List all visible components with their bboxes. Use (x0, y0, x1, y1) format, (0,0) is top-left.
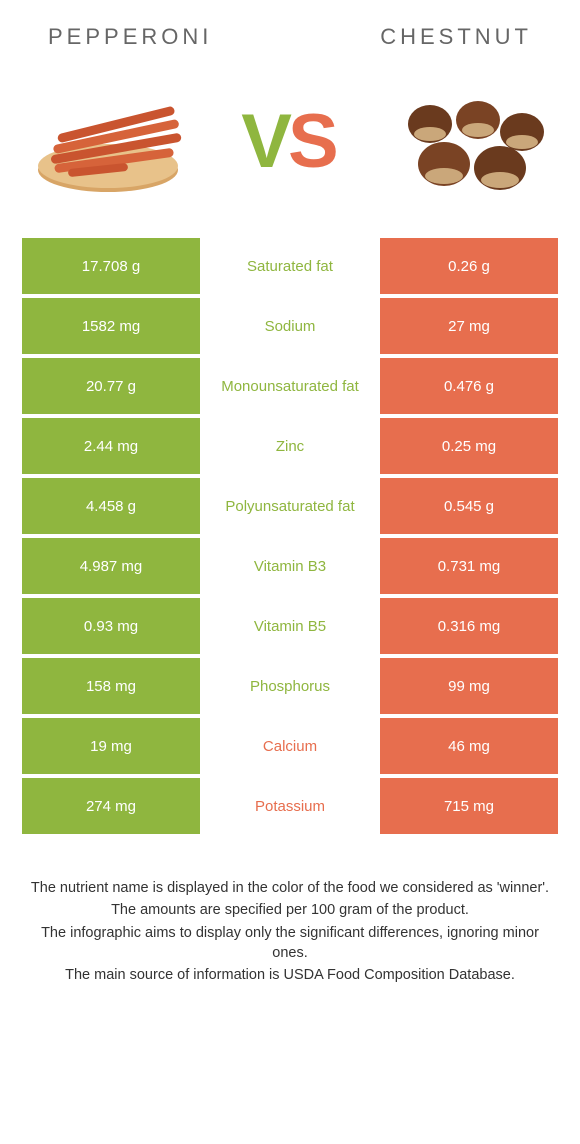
right-value: 0.731 mg (380, 538, 558, 594)
table-row: 20.77 gMonounsaturated fat0.476 g (22, 358, 558, 414)
table-row: 19 mgCalcium46 mg (22, 718, 558, 774)
table-row: 274 mgPotassium715 mg (22, 778, 558, 834)
left-value: 158 mg (22, 658, 200, 714)
vs-v-letter: V (241, 104, 292, 180)
left-value: 0.93 mg (22, 598, 200, 654)
nutrient-label: Polyunsaturated fat (204, 478, 376, 534)
vs-s-letter: S (288, 104, 339, 180)
left-value: 1582 mg (22, 298, 200, 354)
header: Pepperoni Chestnut (0, 0, 580, 62)
left-value: 17.708 g (22, 238, 200, 294)
vs-row: V S (0, 62, 580, 238)
table-row: 4.987 mgVitamin B30.731 mg (22, 538, 558, 594)
left-value: 19 mg (22, 718, 200, 774)
footer-line: The nutrient name is displayed in the co… (30, 878, 550, 898)
nutrient-label: Monounsaturated fat (204, 358, 376, 414)
footer-line: The infographic aims to display only the… (30, 923, 550, 964)
nutrient-label: Vitamin B5 (204, 598, 376, 654)
table-row: 0.93 mgVitamin B50.316 mg (22, 598, 558, 654)
right-value: 0.25 mg (380, 418, 558, 474)
right-food-title: Chestnut (380, 24, 532, 50)
right-value: 27 mg (380, 298, 558, 354)
footer-line: The amounts are specified per 100 gram o… (30, 900, 550, 920)
nutrient-label: Zinc (204, 418, 376, 474)
nutrient-label: Saturated fat (204, 238, 376, 294)
right-value: 0.545 g (380, 478, 558, 534)
nutrient-table: 17.708 gSaturated fat0.26 g1582 mgSodium… (22, 238, 558, 834)
left-value: 2.44 mg (22, 418, 200, 474)
vs-badge: V S (241, 104, 338, 180)
nutrient-label: Potassium (204, 778, 376, 834)
footer-line: The main source of information is USDA F… (30, 965, 550, 985)
left-value: 4.458 g (22, 478, 200, 534)
table-row: 2.44 mgZinc0.25 mg (22, 418, 558, 474)
left-value: 4.987 mg (22, 538, 200, 594)
nutrient-label: Sodium (204, 298, 376, 354)
nutrient-label: Phosphorus (204, 658, 376, 714)
left-food-title: Pepperoni (48, 24, 212, 50)
right-value: 715 mg (380, 778, 558, 834)
table-row: 158 mgPhosphorus99 mg (22, 658, 558, 714)
footer-notes: The nutrient name is displayed in the co… (0, 834, 580, 985)
right-value: 0.316 mg (380, 598, 558, 654)
right-value: 0.476 g (380, 358, 558, 414)
left-value: 274 mg (22, 778, 200, 834)
pepperoni-image (28, 82, 198, 202)
nutrient-label: Calcium (204, 718, 376, 774)
right-value: 99 mg (380, 658, 558, 714)
right-value: 46 mg (380, 718, 558, 774)
table-row: 4.458 gPolyunsaturated fat0.545 g (22, 478, 558, 534)
chestnut-image (382, 82, 552, 202)
table-row: 17.708 gSaturated fat0.26 g (22, 238, 558, 294)
nutrient-label: Vitamin B3 (204, 538, 376, 594)
table-row: 1582 mgSodium27 mg (22, 298, 558, 354)
left-value: 20.77 g (22, 358, 200, 414)
right-value: 0.26 g (380, 238, 558, 294)
